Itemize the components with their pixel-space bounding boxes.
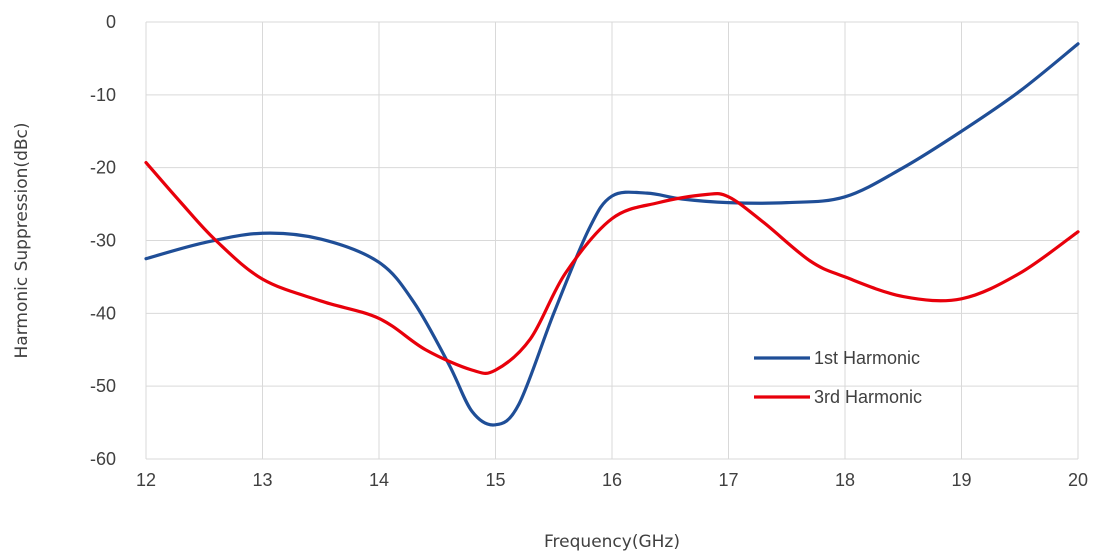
x-tick-label: 14	[369, 470, 389, 490]
x-tick-label: 20	[1068, 470, 1088, 490]
grid	[145, 21, 1079, 460]
legend: 1st Harmonic 3rd Harmonic	[754, 348, 922, 407]
x-tick-label: 17	[718, 470, 738, 490]
y-tick-label: -10	[90, 85, 116, 105]
y-axis-title: Harmonic Suppression(dBc)	[12, 123, 32, 359]
x-tick-label: 19	[951, 470, 971, 490]
tick-labels: 12 13 14 15 16 17 18 19 20 0 -10 -20 -30 -40 -50 -60	[90, 12, 1088, 490]
y-tick-label: -20	[90, 158, 116, 178]
x-tick-label: 13	[252, 470, 272, 490]
y-tick-label: -30	[90, 231, 116, 251]
legend-label-1st-harmonic: 1st Harmonic	[814, 348, 920, 368]
x-axis-title: Frequency(GHz)	[544, 532, 680, 552]
y-tick-label: -60	[90, 449, 116, 469]
y-tick-label: -50	[90, 376, 116, 396]
y-tick-label: -40	[90, 303, 116, 323]
x-tick-label: 15	[485, 470, 505, 490]
series-line-3rd-harmonic	[144, 160, 1080, 375]
x-tick-label: 16	[602, 470, 622, 490]
x-tick-label: 12	[136, 470, 156, 490]
legend-label-3rd-harmonic: 3rd Harmonic	[814, 387, 922, 407]
x-tick-label: 18	[835, 470, 855, 490]
y-tick-label: 0	[106, 12, 116, 32]
series-lines	[144, 42, 1080, 427]
